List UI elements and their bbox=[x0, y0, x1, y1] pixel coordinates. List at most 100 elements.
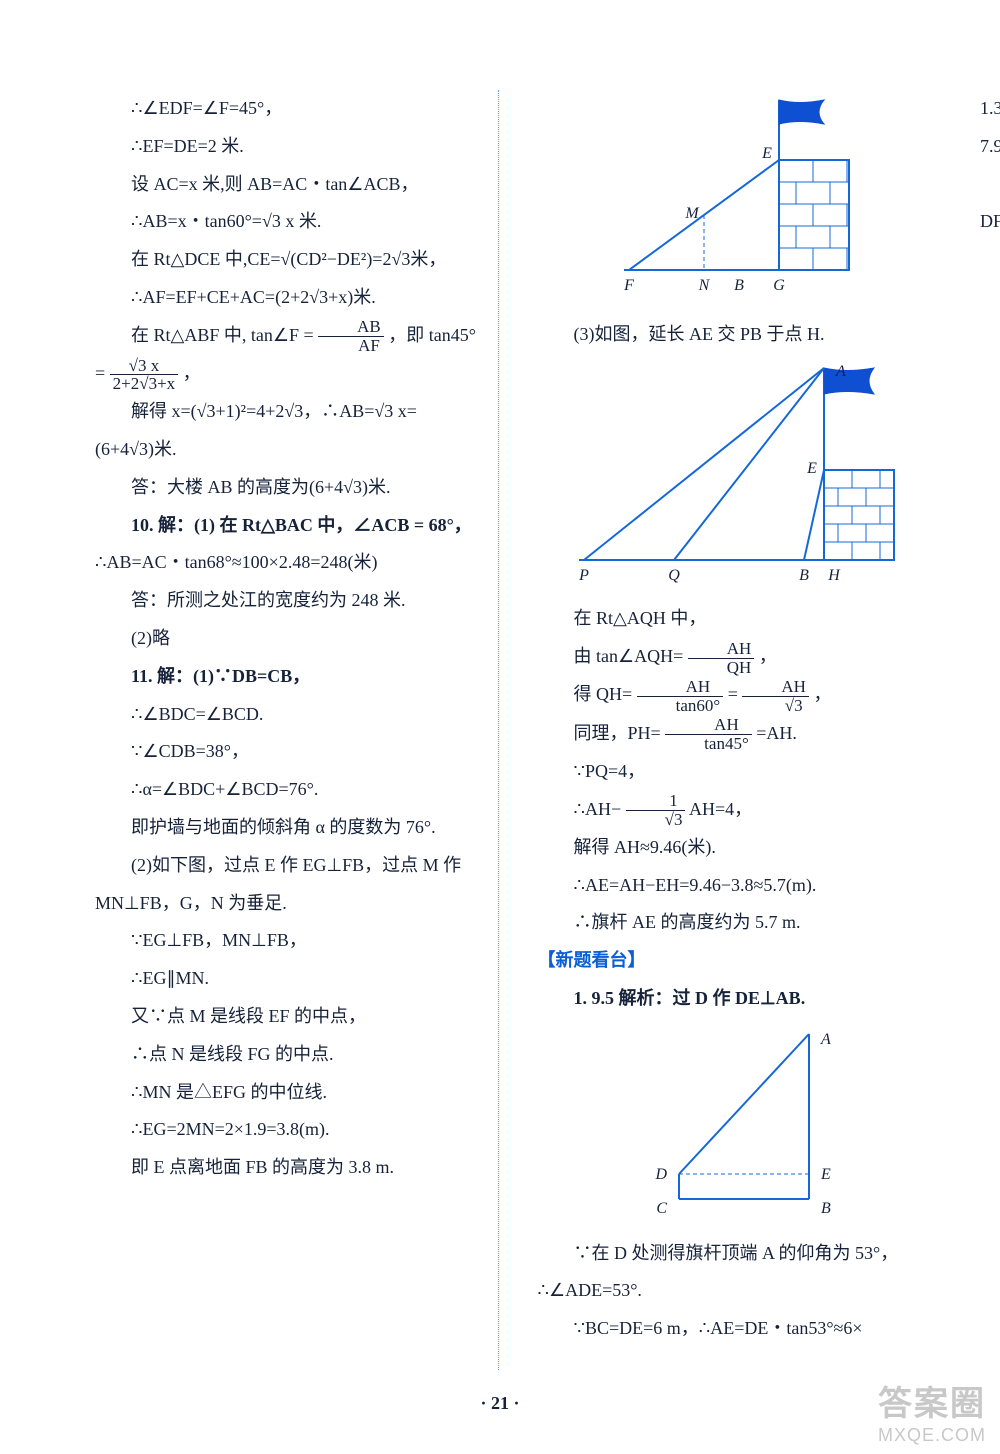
svg-text:B: B bbox=[799, 567, 809, 584]
text: 1. 9.5 解析：过 D 作 DE⊥AB. bbox=[538, 980, 941, 1018]
text: = bbox=[95, 363, 110, 383]
text: 10. 解：(1) 在 Rt△BAC 中，∠ACB = 68°， bbox=[131, 515, 472, 535]
text: 同理，PH= bbox=[574, 723, 661, 743]
text: 在 Rt△AQH 中， bbox=[538, 600, 941, 638]
text: ∴MN 是△EFG 的中位线. bbox=[95, 1074, 498, 1112]
svg-text:E: E bbox=[761, 145, 772, 162]
text: 解得 AH≈9.46(米). bbox=[538, 829, 941, 867]
svg-text:C: C bbox=[656, 1200, 667, 1217]
text: MN⊥FB，G，N 为垂足. bbox=[95, 885, 498, 923]
text: 7.98+1.5=9.48 m≈9.5 m. bbox=[980, 128, 1000, 166]
text: 得 QH= AH tan60° = AH √3 ， bbox=[538, 676, 941, 714]
svg-text:P: P bbox=[578, 567, 589, 584]
text: ∴旗杆 AE 的高度约为 5.7 m. bbox=[538, 904, 941, 942]
text: ∵EG⊥FB，MN⊥FB， bbox=[95, 922, 498, 960]
text: 在 Rt△ABF 中, tan∠F = AB AF ，即 tan45° bbox=[95, 317, 498, 355]
svg-text:B: B bbox=[734, 277, 744, 294]
text: 10. 解：(1) 在 Rt△BAC 中，∠ACB = 68°， bbox=[95, 507, 498, 545]
svg-text:G: G bbox=[773, 277, 785, 294]
numer: AB bbox=[318, 318, 384, 337]
text: 在 Rt△DCE 中,CE=√(CD²−DE²)=2√3米， bbox=[95, 241, 498, 279]
text: ∴∠FAD=∠AFG−∠ADG=30°， bbox=[980, 241, 1000, 279]
figure-right-bottom: A D E C B bbox=[538, 1024, 941, 1233]
text: ∴∠EDF=∠F=45°， bbox=[95, 90, 498, 128]
text: ∴AB=x・tan60°=√3 x 米. bbox=[95, 203, 498, 241]
text: =AH. bbox=[756, 723, 797, 743]
figure-left: FNBGME bbox=[538, 90, 941, 314]
text: 由 tan∠AQH= bbox=[574, 646, 684, 666]
page-number: · 21 · bbox=[0, 1393, 1000, 1414]
text: ∴DF=AF=10， bbox=[980, 317, 1000, 355]
figure-right-top: P Q B H E A bbox=[538, 360, 941, 599]
text: ∴∠FAD=∠FDA， bbox=[980, 279, 1000, 317]
watermark-en: MXQE.COM bbox=[878, 1425, 986, 1446]
text: 得 QH= bbox=[574, 684, 633, 704]
watermark: 答案圈 MXQE.COM bbox=[878, 1376, 986, 1446]
fraction: AH QH bbox=[688, 640, 755, 677]
numer: AH bbox=[688, 640, 755, 659]
numer: AH bbox=[665, 716, 752, 735]
text: ∵在 D 处测得旗杆顶端 A 的仰角为 53°， bbox=[538, 1235, 941, 1273]
text: 1. 9.5 解析：过 D 作 DE⊥AB. bbox=[574, 988, 806, 1008]
text: ∵PQ=4， bbox=[538, 753, 941, 791]
text: 又∵点 M 是线段 EF 的中点， bbox=[95, 998, 498, 1036]
text: 同理，PH= AH tan45° =AH. bbox=[538, 715, 941, 753]
denom: √3 bbox=[626, 811, 686, 829]
text: ∴α=∠BDC+∠BCD=76°. bbox=[95, 771, 498, 809]
text: = √3 x 2+2√3+x ， bbox=[95, 355, 498, 393]
svg-text:A: A bbox=[820, 1031, 831, 1048]
text: ，即 tan45° bbox=[388, 325, 476, 345]
text: 即 E 点离地面 FB 的高度为 3.8 m. bbox=[95, 1149, 498, 1187]
fraction: AH √3 bbox=[742, 678, 809, 715]
svg-text:N: N bbox=[697, 277, 710, 294]
text: AH=4， bbox=[689, 799, 752, 819]
text: (2)如下图，过点 E 作 EG⊥FB，过点 M 作 bbox=[95, 847, 498, 885]
text: 设 AC=x 米,则 AB=AC・tan∠ACB， bbox=[95, 166, 498, 204]
text: ∴AE=AH−EH=9.46−3.8≈5.7(m). bbox=[538, 867, 941, 905]
numer: AH bbox=[637, 678, 724, 697]
text: (6+4√3)米. bbox=[95, 431, 498, 469]
text: (3)如图，延长 AE 交 PB 于点 H. bbox=[538, 316, 941, 354]
text: 1.33≈7.98 m，∴AB=AE+BE=AE+CD= bbox=[980, 90, 1000, 128]
denom: √3 bbox=[742, 697, 809, 715]
svg-text:E: E bbox=[820, 1166, 831, 1183]
fraction: 1 √3 bbox=[626, 792, 686, 829]
text: (2)略 bbox=[95, 620, 498, 658]
column-divider bbox=[498, 90, 499, 1370]
denom: QH bbox=[688, 659, 755, 677]
text: DF=10， bbox=[980, 203, 1000, 241]
denom: 2+2√3+x bbox=[110, 375, 179, 393]
text: ， bbox=[813, 684, 831, 704]
text: ∴EG∥MN. bbox=[95, 960, 498, 998]
fraction: AH tan45° bbox=[665, 716, 752, 753]
denom: tan45° bbox=[665, 735, 752, 753]
text: ∴∠ADE=53°. bbox=[538, 1272, 941, 1310]
text: 11. 解：(1)∵DB=CB， bbox=[95, 658, 498, 696]
fraction: AB AF bbox=[318, 318, 384, 355]
denom: AF bbox=[318, 337, 384, 355]
fraction: AH tan60° bbox=[637, 678, 724, 715]
text: 解得 x=(√3+1)²=4+2√3，∴AB=√3 x= bbox=[95, 393, 498, 431]
svg-text:H: H bbox=[827, 567, 841, 584]
text: ∴点 N 是线段 FG 的中点. bbox=[95, 1036, 498, 1074]
numer: AH bbox=[742, 678, 809, 697]
numer: 1 bbox=[626, 792, 686, 811]
svg-text:A: A bbox=[835, 363, 846, 380]
diagram: A D E C B bbox=[609, 1024, 869, 1219]
fraction: √3 x 2+2√3+x bbox=[110, 357, 179, 394]
svg-text:D: D bbox=[654, 1166, 667, 1183]
svg-text:Q: Q bbox=[668, 567, 680, 584]
text: ∴EG=2MN=2×1.9=3.8(m). bbox=[95, 1111, 498, 1149]
svg-text:E: E bbox=[806, 460, 817, 477]
text: ∵BC=DE=6 m，∴AE=DE・tan53°≈6× bbox=[538, 1310, 941, 1348]
svg-text:B: B bbox=[821, 1200, 831, 1217]
text: 由 tan∠AQH= AH QH ， bbox=[538, 638, 941, 676]
text: ， bbox=[183, 363, 201, 383]
watermark-cn: 答案圈 bbox=[878, 1376, 986, 1425]
text: ， bbox=[759, 646, 777, 666]
text: ∵∠CDB=38°， bbox=[95, 733, 498, 771]
text: 2. 解：由题意，∠ADG = 30°，∠AFG = 60°， bbox=[980, 166, 1000, 204]
diagram: P Q B H E A bbox=[564, 360, 914, 585]
text: ∴AH− 1 √3 AH=4， bbox=[538, 791, 941, 829]
diagram: FNBGME bbox=[609, 90, 869, 300]
